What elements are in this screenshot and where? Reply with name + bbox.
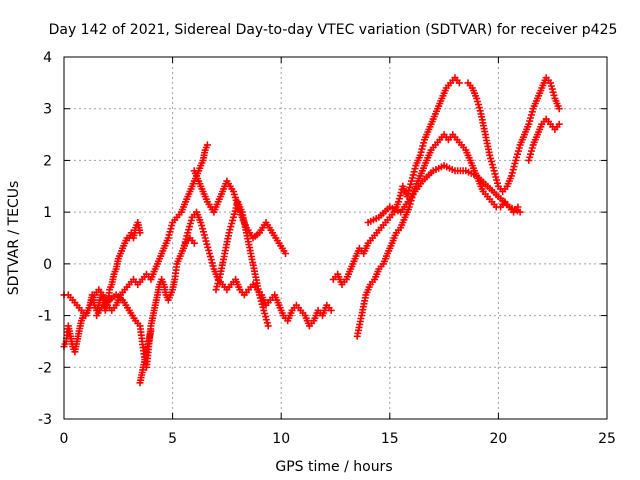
series-track-8 bbox=[329, 74, 463, 288]
series-track-12 bbox=[525, 115, 563, 164]
series-track-9 bbox=[353, 131, 522, 340]
x-tick-label: 10 bbox=[272, 431, 290, 447]
plot-frame bbox=[63, 56, 608, 420]
data-point bbox=[203, 141, 211, 149]
series-track-4 bbox=[136, 327, 155, 387]
data-point bbox=[282, 250, 289, 257]
x-tick-label: 15 bbox=[381, 431, 399, 447]
x-tick-label: 20 bbox=[489, 431, 507, 447]
x-axis-label: GPS time / hours bbox=[275, 459, 392, 475]
series-track-7 bbox=[212, 198, 272, 330]
y-tick-label: 3 bbox=[43, 102, 52, 118]
data-point bbox=[516, 208, 524, 216]
series-track-6 bbox=[190, 167, 289, 257]
data-point bbox=[555, 120, 563, 128]
y-tick-label: -2 bbox=[38, 360, 52, 376]
data-point bbox=[136, 229, 144, 237]
y-tick-label: -1 bbox=[38, 309, 52, 325]
data-point bbox=[147, 327, 155, 335]
data-point bbox=[455, 79, 463, 87]
y-axis-label: SDTVAR / TECUs bbox=[6, 181, 22, 296]
y-tick-label: 0 bbox=[43, 257, 52, 273]
x-tick-label: 0 bbox=[60, 431, 69, 447]
y-tick-label: -3 bbox=[38, 412, 52, 428]
axis-ticks: 0 5 10 15 20 25 -3 -2 -1 0 1 2 3 4 bbox=[38, 50, 616, 447]
data-point bbox=[327, 306, 335, 314]
series-track-11 bbox=[464, 74, 563, 195]
series-track-1 bbox=[60, 219, 144, 356]
chart-title: Day 142 of 2021, Sidereal Day-to-day VTE… bbox=[49, 22, 618, 38]
x-tick-label: 5 bbox=[168, 431, 177, 447]
series-track-5 bbox=[180, 208, 335, 330]
data-points bbox=[60, 74, 563, 387]
y-tick-label: 1 bbox=[43, 205, 52, 221]
x-tick-label: 25 bbox=[598, 431, 616, 447]
data-point bbox=[190, 239, 198, 247]
data-point bbox=[264, 322, 272, 330]
data-point bbox=[418, 145, 426, 153]
series-track-10 bbox=[364, 162, 524, 226]
data-point bbox=[555, 105, 563, 113]
y-tick-label: 2 bbox=[43, 153, 52, 169]
series-track-3 bbox=[93, 234, 198, 371]
y-tick-label: 4 bbox=[43, 50, 52, 66]
